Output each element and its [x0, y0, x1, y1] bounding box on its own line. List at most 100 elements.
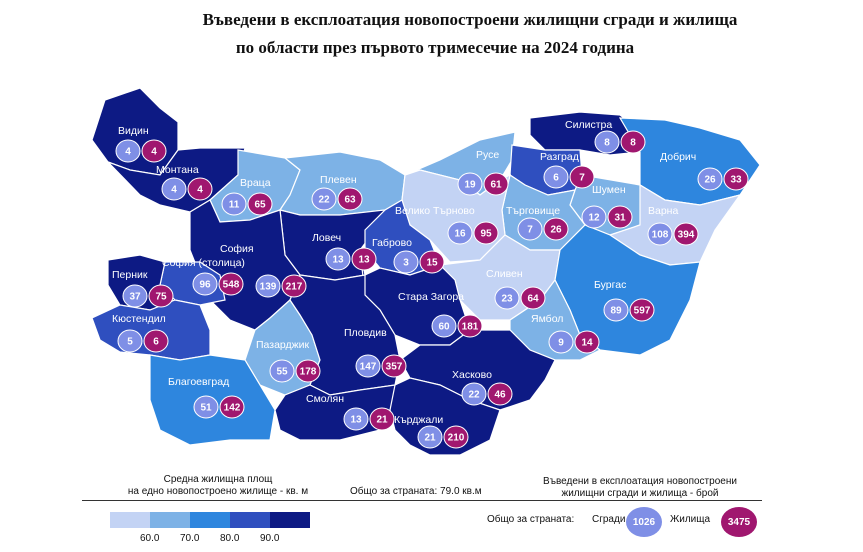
buildings-count: 7 [527, 225, 533, 236]
buildings-bubble [461, 382, 487, 406]
dwellings-count: 597 [634, 306, 651, 317]
buildings-bubble [457, 172, 483, 196]
dwellings-count: 26 [550, 225, 562, 236]
dwellings-count: 75 [155, 292, 167, 303]
region-name-label: Монтана [156, 164, 199, 176]
region-name-label: Разград [540, 151, 579, 163]
dwellings-bubble [419, 250, 445, 274]
dwellings-count: 178 [300, 367, 317, 378]
region-name-label: Пловдив [344, 327, 387, 339]
buildings-bubble [255, 274, 281, 298]
national-average-area: Общо за страната: 79.0 кв.м [350, 486, 482, 497]
region-name-label: Велико Търново [395, 205, 475, 217]
region-name-label: Ямбол [531, 313, 563, 325]
buildings-count: 22 [318, 195, 330, 206]
region-name-label: Бургас [594, 279, 626, 291]
dwellings-bubble [247, 192, 273, 216]
count-legend-title: Въведени в експлоатация новопостроени жи… [520, 476, 760, 500]
buildings-count: 19 [464, 180, 476, 191]
region-name-label: Враца [240, 177, 271, 189]
dwellings-count: 65 [254, 200, 266, 211]
buildings-bubble [543, 165, 569, 189]
buildings-bubble [431, 314, 457, 338]
dwellings-count: 8 [630, 138, 636, 149]
region-name-label: София [220, 243, 254, 255]
buildings-count: 16 [454, 229, 466, 240]
legend-divider [82, 500, 762, 501]
buildings-count: 108 [652, 230, 669, 241]
buildings-bubble [494, 286, 520, 310]
buildings-count: 51 [200, 403, 212, 414]
region-name-label: Стара Загора [398, 291, 464, 303]
buildings-bubble [603, 298, 629, 322]
buildings-bubble [417, 425, 443, 449]
dwellings-bubble [457, 314, 483, 338]
region-name-label: Русе [476, 149, 499, 161]
dwellings-bubble [574, 330, 600, 354]
dwellings-bubble [543, 217, 569, 241]
buildings-count: 8 [604, 138, 610, 149]
buildings-count: 60 [438, 322, 450, 333]
dwellings-count: 357 [386, 362, 403, 373]
dwellings-count: 14 [581, 338, 593, 349]
region-name-label: Габрово [372, 237, 412, 249]
dwellings-bubble [473, 221, 499, 245]
buildings-count: 96 [199, 280, 211, 291]
dwellings-bubble [607, 205, 633, 229]
dwellings-count: 61 [490, 180, 502, 191]
region-name-label: Варна [648, 205, 678, 217]
dwellings-count: 21 [376, 415, 388, 426]
buildings-bubble [122, 284, 148, 308]
dwellings-bubble [443, 425, 469, 449]
region-name-label: Ловеч [312, 232, 341, 244]
dwellings-count: 64 [527, 294, 539, 305]
area-legend-title: Средна жилищна площ на едно новопостроен… [108, 474, 328, 498]
buildings-count: 89 [610, 306, 622, 317]
dwellings-bubble [569, 165, 595, 189]
buildings-bubble [393, 250, 419, 274]
region-name-label: Смолян [306, 393, 344, 405]
dwellings-count: 6 [153, 337, 159, 348]
buildings-count: 26 [704, 175, 716, 186]
dwellings-bubble [218, 272, 244, 296]
dwellings-count: 15 [426, 258, 438, 269]
dwellings-count: 33 [730, 175, 742, 186]
area-legend-title-line2: на едно новопостроено жилище - кв. м [127, 486, 309, 497]
buildings-bubble [115, 139, 141, 163]
buildings-count: 23 [501, 294, 513, 305]
buildings-bubble [221, 192, 247, 216]
buildings-count: 6 [553, 173, 559, 184]
dwellings-bubble [487, 382, 513, 406]
buildings-bubble [697, 167, 723, 191]
buildings-bubble [117, 329, 143, 353]
buildings-bubble [343, 407, 369, 431]
dwellings-count: 7 [579, 173, 585, 184]
buildings-count: 3 [403, 258, 409, 269]
scale-tick: 70.0 [180, 533, 200, 544]
dwellings-count: 210 [448, 433, 465, 444]
region-name-label: Сливен [486, 268, 523, 280]
count-legend-title-line2: жилищни сгради и жилища - брой [561, 488, 719, 499]
dwellings-count: 31 [614, 213, 626, 224]
buildings-bubble [355, 354, 381, 378]
buildings-bubble [581, 205, 607, 229]
buildings-bubble [193, 395, 219, 419]
title-line-2: по области през първото тримесечие на 20… [235, 38, 635, 57]
dwellings-label: Жилища [670, 514, 711, 525]
count-legend-title-line1: Въведени в експлоатация новопостроени [543, 476, 737, 487]
buildings-count: 4 [171, 185, 177, 196]
region-name-label: София (столица) [162, 257, 245, 269]
dwellings-count: 4 [197, 185, 203, 196]
region-name-label: Добрич [660, 151, 696, 163]
buildings-count: 13 [350, 415, 362, 426]
buildings-bubble [269, 359, 295, 383]
total-dwellings-bubble: 3475 [721, 507, 757, 537]
buildings-count: 9 [558, 338, 564, 349]
totals-label: Общо за страната: [487, 514, 575, 525]
scale-swatch-2 [150, 512, 190, 528]
buildings-bubble [548, 330, 574, 354]
dwellings-bubble [295, 359, 321, 383]
title-line-1: Въведени в експлоатация новопостроени жи… [202, 10, 738, 29]
scale-swatch-1 [110, 512, 150, 528]
